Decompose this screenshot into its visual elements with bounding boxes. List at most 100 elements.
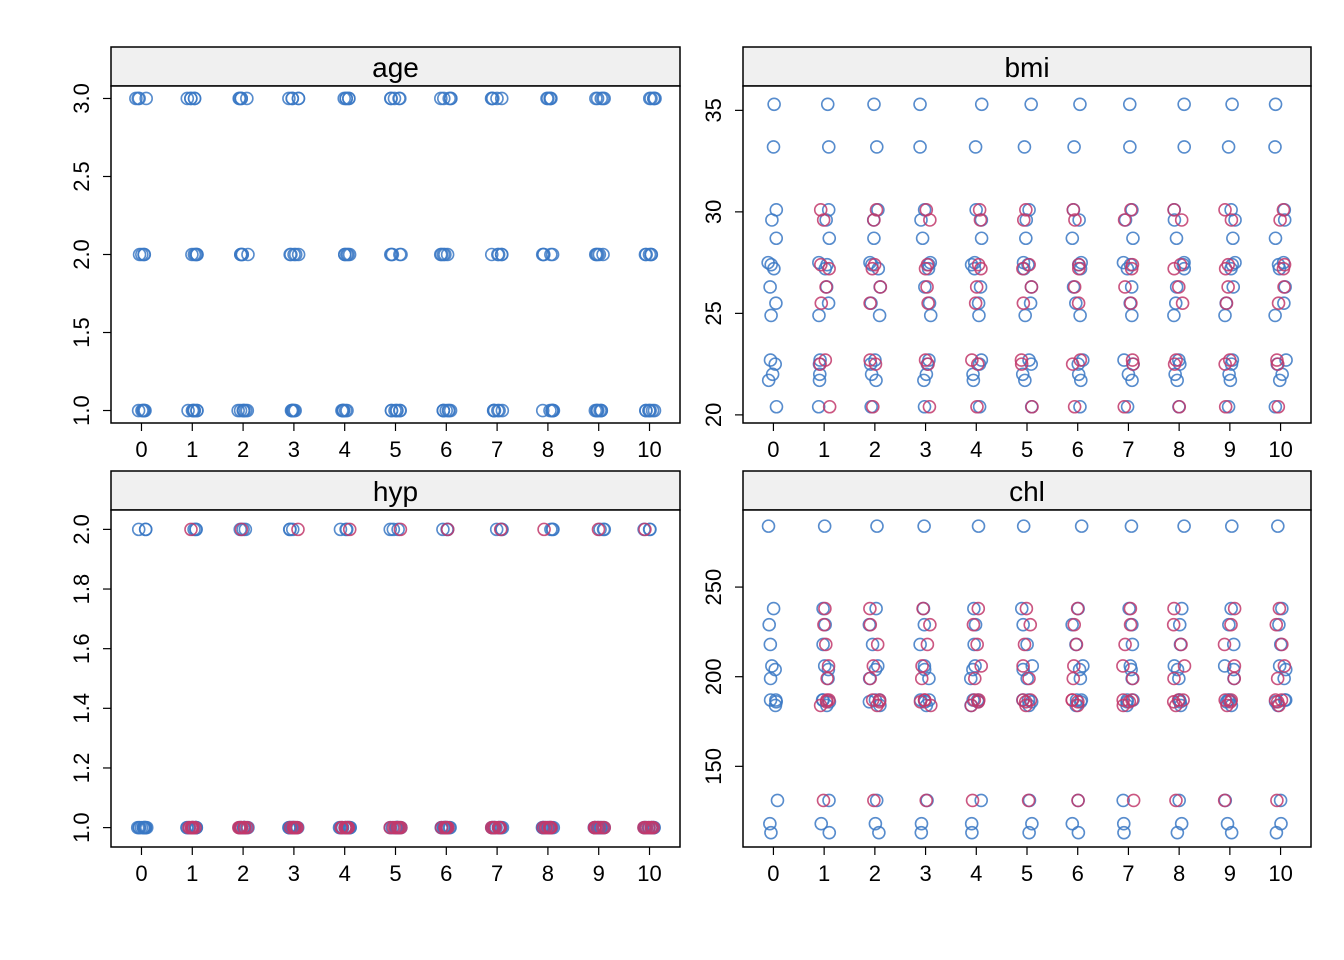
point-observed — [385, 247, 400, 262]
point-observed — [869, 601, 883, 616]
x-tick-label: 4 — [339, 437, 351, 462]
point-imputed — [920, 257, 935, 272]
point-observed — [240, 91, 254, 106]
point-observed — [818, 261, 833, 276]
point-observed — [811, 399, 826, 414]
x-tick-label: 7 — [1122, 861, 1134, 886]
point-imputed — [1066, 671, 1081, 686]
point-observed — [821, 296, 836, 311]
point-imputed — [1167, 671, 1181, 686]
point-imputed — [342, 91, 356, 106]
x-tick-label: 1 — [186, 861, 198, 886]
point-observed — [1125, 373, 1139, 388]
x-tick-label: 8 — [1173, 861, 1185, 886]
point-imputed — [290, 820, 304, 835]
x-tick-label: 5 — [389, 861, 401, 886]
point-imputed — [1218, 357, 1232, 371]
point-imputed — [1275, 637, 1289, 652]
point-observed — [1220, 816, 1235, 831]
point-imputed — [1124, 203, 1138, 217]
point-imputed — [1125, 671, 1140, 686]
x-tick-label: 0 — [135, 861, 147, 886]
point-observed — [765, 213, 779, 227]
point-imputed — [870, 637, 885, 652]
y-tick-label: 250 — [701, 569, 726, 606]
point-imputed — [1218, 203, 1232, 217]
point-imputed — [1070, 601, 1085, 616]
point-imputed — [287, 820, 301, 835]
y-tick-label: 3.0 — [69, 83, 94, 114]
point-observed — [763, 816, 777, 831]
point-imputed — [818, 637, 833, 652]
point-observed — [1122, 97, 1137, 112]
point-observed — [132, 247, 147, 262]
point-observed — [1170, 373, 1184, 388]
point-observed — [1019, 231, 1033, 246]
point-observed — [974, 97, 989, 112]
x-tick-label: 9 — [593, 861, 605, 886]
point-imputed — [540, 91, 554, 106]
point-imputed — [493, 522, 508, 537]
point-imputed — [1067, 280, 1082, 294]
point-imputed — [819, 280, 833, 294]
point-observed — [1024, 97, 1038, 112]
point-observed — [1116, 816, 1131, 831]
point-observed — [1124, 280, 1139, 294]
point-observed — [130, 820, 145, 835]
point-observed — [240, 403, 255, 418]
point-observed — [974, 231, 989, 246]
point-imputed — [391, 820, 406, 835]
y-tick-label: 2.0 — [69, 239, 94, 270]
point-observed — [138, 820, 153, 835]
point-imputed — [185, 820, 200, 835]
point-observed — [1117, 825, 1131, 840]
point-imputed — [642, 91, 657, 106]
point-imputed — [642, 820, 656, 835]
point-observed — [241, 247, 255, 262]
point-observed — [436, 522, 450, 537]
point-observed — [285, 91, 299, 106]
point-imputed — [544, 247, 558, 262]
point-imputed — [965, 793, 980, 808]
point-imputed — [184, 91, 198, 106]
point-imputed — [434, 820, 449, 835]
point-observed — [1167, 213, 1182, 227]
point-imputed — [1123, 601, 1138, 616]
y-tick-label: 35 — [701, 98, 726, 122]
point-observed — [189, 522, 203, 537]
point-imputed — [814, 257, 828, 272]
x-tick-label: 7 — [491, 861, 503, 886]
point-imputed — [341, 247, 355, 262]
point-imputed — [638, 522, 652, 537]
point-imputed — [393, 522, 408, 537]
x-tick-label: 2 — [869, 437, 881, 462]
point-imputed — [868, 357, 883, 371]
point-imputed — [438, 820, 453, 835]
point-observed — [1172, 671, 1186, 686]
point-observed — [443, 403, 458, 418]
point-observed — [1269, 825, 1284, 840]
point-observed — [1226, 637, 1241, 652]
point-imputed — [1014, 353, 1029, 367]
point-observed — [535, 403, 550, 418]
point-observed — [1018, 373, 1032, 388]
point-observed — [139, 91, 153, 106]
point-imputed — [1270, 357, 1285, 371]
panel-chl: chl 0 1 2 3 4 5 6 7 8 9 10 150 200 250 — [701, 470, 1312, 886]
point-imputed — [872, 695, 887, 709]
point-observed — [647, 91, 661, 106]
point-observed — [333, 522, 348, 537]
point-observed — [1071, 367, 1086, 382]
x-tick-label: 2 — [237, 861, 249, 886]
point-observed — [643, 522, 657, 537]
point-imputed — [1118, 280, 1132, 294]
point-observed — [433, 247, 448, 262]
plot-area — [110, 509, 681, 848]
point-imputed — [972, 203, 987, 217]
point-observed — [965, 825, 979, 840]
x-tick-label: 5 — [1021, 861, 1033, 886]
point-imputed — [592, 820, 606, 835]
x-tick-label: 7 — [491, 437, 503, 462]
point-imputed — [923, 617, 937, 632]
